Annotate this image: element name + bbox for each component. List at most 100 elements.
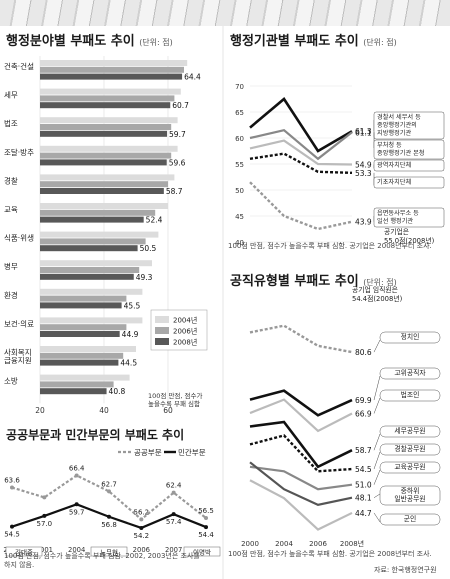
series-name-label: 읍면동사무소 등 bbox=[377, 209, 419, 217]
bar-value-label: 59.7 bbox=[169, 130, 186, 139]
data-label: 54.2 bbox=[134, 532, 150, 540]
data-label: 57.4 bbox=[166, 518, 182, 526]
leader-line bbox=[374, 398, 380, 413]
leader-line bbox=[374, 376, 380, 400]
bar-value-label: 40.8 bbox=[109, 387, 126, 396]
series-name-label: 교육공무원 bbox=[394, 462, 425, 471]
bar bbox=[40, 146, 178, 152]
data-point bbox=[42, 514, 46, 518]
bar bbox=[40, 274, 134, 280]
bar-value-label: 60.7 bbox=[172, 101, 189, 110]
category-label: 소방 bbox=[4, 376, 18, 386]
source-credit: 자료: 한국행정연구원 bbox=[374, 566, 437, 575]
data-point bbox=[75, 473, 79, 477]
legend-label: 민간부문 bbox=[178, 447, 206, 457]
end-value-label: 53.3 bbox=[355, 169, 372, 178]
agency-chart-note: 100점 만점, 점수가 높을수록 부패 심함. 공기업은 2008년부터 조사… bbox=[228, 242, 432, 251]
bar bbox=[40, 232, 158, 238]
x-tick-label: 2000 bbox=[241, 540, 259, 548]
x-tick-label: 20 bbox=[35, 406, 45, 415]
data-label: 54.4 bbox=[198, 531, 214, 539]
data-label: 56.2 bbox=[134, 508, 150, 516]
series-name-label: 광역자치단체 bbox=[377, 161, 411, 169]
series-name-label: 경찰공무원 bbox=[394, 444, 425, 453]
y-tick-label: 70 bbox=[235, 83, 244, 91]
bar-value-label: 45.5 bbox=[124, 301, 141, 310]
bar bbox=[40, 324, 126, 330]
series-name-label: 세무공무원 bbox=[394, 426, 425, 435]
bar-value-label: 50.5 bbox=[140, 244, 157, 253]
y-tick-label: 60 bbox=[235, 135, 244, 143]
legend-swatch bbox=[155, 327, 169, 334]
left-panel: 행정분야별 부패도 추이 (단위: 점) 20 40 60 건축·건설 64.4 세무 60… bbox=[0, 26, 222, 579]
bar-value-label: 49.3 bbox=[136, 273, 153, 282]
bar-value-label: 44.5 bbox=[120, 359, 137, 368]
category-label: 경찰 bbox=[4, 175, 18, 185]
data-point bbox=[107, 489, 111, 493]
data-label: 57.0 bbox=[37, 520, 53, 528]
category-label: 세무 bbox=[4, 91, 18, 100]
bar bbox=[40, 238, 146, 244]
bar bbox=[40, 188, 164, 194]
decorative-banknote-header bbox=[0, 0, 450, 26]
bar bbox=[40, 153, 171, 159]
data-label: 56.5 bbox=[198, 507, 214, 515]
data-point bbox=[139, 517, 143, 521]
bar bbox=[40, 117, 178, 123]
public-private-note: 100점 만점, 점수가 높을수록 부패 심함. 2002, 2003년은 조사… bbox=[4, 552, 200, 570]
category-label: 환경 bbox=[4, 290, 18, 300]
legend-label: 공공부문 bbox=[134, 448, 162, 457]
data-point bbox=[42, 495, 46, 499]
category-label: 보건·의료 bbox=[4, 318, 34, 328]
series-name-label: 부처청 등 bbox=[377, 141, 402, 149]
end-value-label: 80.6 bbox=[355, 348, 372, 357]
right-panel: 행정기관별 부패도 추이 (단위: 점) 4045505560657020002… bbox=[224, 26, 450, 579]
bar bbox=[40, 360, 118, 366]
x-tick-label: 40 bbox=[99, 406, 109, 415]
bar-value-label: 44.9 bbox=[122, 330, 139, 339]
series-line bbox=[250, 435, 352, 471]
bar-value-label: 58.7 bbox=[166, 187, 183, 196]
bar bbox=[40, 289, 142, 295]
bar bbox=[40, 217, 144, 223]
bar bbox=[40, 260, 152, 266]
legend-swatch bbox=[155, 338, 169, 345]
bar bbox=[40, 95, 174, 101]
category-label: 식품·위생 bbox=[4, 233, 34, 243]
bar bbox=[40, 181, 168, 187]
category-label: 법조 bbox=[4, 118, 18, 128]
position-annotation: 54.4점(2008년) bbox=[352, 294, 403, 303]
series-name-label: 지방행정기관 bbox=[377, 129, 411, 137]
series-name-label: 법조인 bbox=[401, 390, 420, 399]
end-value-label: 69.9 bbox=[355, 396, 372, 405]
leader-line bbox=[374, 434, 380, 450]
y-tick-label: 65 bbox=[235, 109, 244, 117]
x-tick-label: 2004 bbox=[275, 540, 293, 548]
leader-line bbox=[374, 452, 380, 469]
data-point bbox=[10, 525, 14, 529]
end-value-label: 51.0 bbox=[355, 481, 372, 490]
series-line bbox=[250, 391, 352, 416]
bar bbox=[40, 353, 123, 359]
end-value-label: 48.1 bbox=[355, 494, 372, 503]
public-private-line-chart: 공공부문 민간부문63.666.462.756.262.456.554.557.0… bbox=[0, 438, 222, 558]
series-line bbox=[250, 422, 352, 467]
bar bbox=[40, 174, 174, 180]
leader-line bbox=[374, 470, 380, 485]
series-name-label: 기초자치단체 bbox=[377, 178, 411, 186]
x-tick-label: 2008년 bbox=[340, 539, 364, 548]
bar bbox=[40, 210, 155, 216]
bar bbox=[40, 131, 167, 137]
y-tick-label: 45 bbox=[235, 213, 244, 221]
data-label: 66.4 bbox=[69, 464, 85, 472]
y-tick-label: 50 bbox=[235, 187, 244, 195]
end-value-label: 58.7 bbox=[355, 446, 372, 455]
series-line bbox=[250, 182, 352, 229]
bar bbox=[40, 67, 184, 73]
data-point bbox=[139, 526, 143, 530]
legend-label: 2008년 bbox=[173, 338, 197, 347]
x-tick-label: 2006 bbox=[309, 540, 327, 548]
bar bbox=[40, 89, 181, 95]
agency-annotation: 공기업은 bbox=[384, 227, 409, 236]
